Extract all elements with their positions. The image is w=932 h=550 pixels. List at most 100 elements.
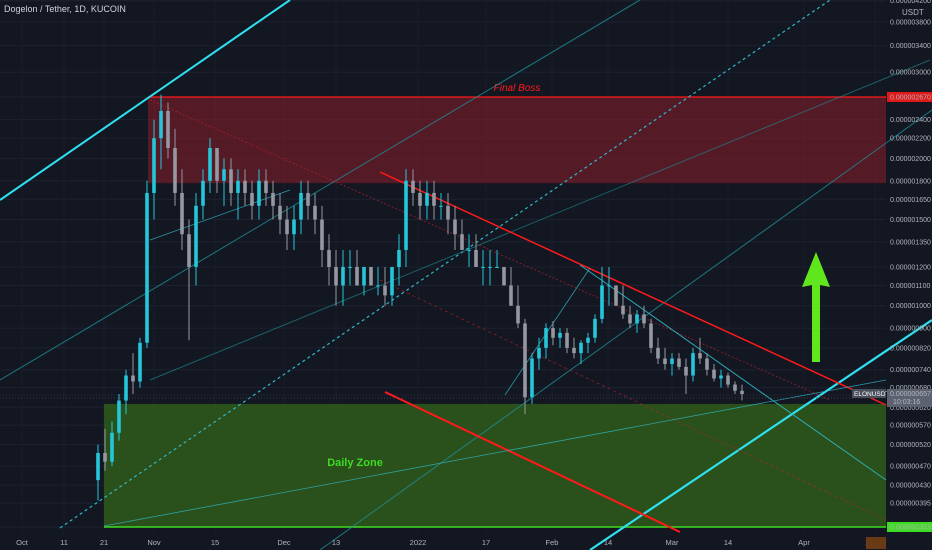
candle-body <box>698 353 702 359</box>
date-highlight-bg <box>866 537 886 549</box>
x-tick-label: 2022 <box>410 538 427 547</box>
candle-body <box>509 285 513 306</box>
currency-label: USDT <box>902 8 924 17</box>
candles-layer <box>96 94 744 501</box>
final-boss-price-bg <box>887 92 932 102</box>
y-tick-label: 0.000000430 <box>890 483 931 490</box>
candle-body <box>138 342 142 382</box>
x-tick-label: 13 <box>332 538 340 547</box>
candle-body <box>502 266 506 286</box>
candle-body <box>488 266 492 268</box>
candle-body <box>173 148 177 193</box>
channel-lower-right-line <box>589 319 932 550</box>
candle-body <box>656 347 660 359</box>
x-tick-label: 21 <box>100 538 108 547</box>
candle-body <box>285 219 289 235</box>
final-boss-price-label: 0.000002670 <box>890 95 931 102</box>
last-price-label: 0.000000657 <box>890 391 931 398</box>
candle-body <box>600 285 604 319</box>
local-cyan-line <box>149 189 291 241</box>
lower-red-trendline <box>384 391 681 533</box>
symbol-tag-bg <box>852 388 886 398</box>
daily-zone-price-label: 0.000000353 <box>890 525 931 532</box>
candle-body <box>215 148 219 181</box>
candle-body <box>264 180 268 193</box>
y-tick-label: 0.000001650 <box>890 197 931 204</box>
candle-body <box>341 266 345 286</box>
candle-body <box>362 266 366 286</box>
candle-body <box>131 375 135 382</box>
candle-body <box>446 205 450 220</box>
y-tick-label: 0.000000900 <box>890 326 931 333</box>
candle-body <box>166 110 170 149</box>
daily-zone-price-bg <box>887 522 932 532</box>
candle-body <box>705 358 709 370</box>
x-tick-label: Oct <box>16 538 29 547</box>
up-arrow-icon <box>802 252 830 362</box>
candle-body <box>712 369 716 379</box>
x-tick-label: Apr <box>798 538 810 547</box>
candle-body <box>334 266 338 286</box>
candle-body <box>593 318 597 338</box>
y-tick-label: 0.000003000 <box>890 70 931 77</box>
candle-body <box>467 249 471 251</box>
candle-body <box>327 249 331 267</box>
candle-body <box>523 323 527 398</box>
candle-body <box>649 323 653 348</box>
candle-body <box>271 192 275 206</box>
candle-body <box>691 353 695 376</box>
candle-body <box>194 205 198 267</box>
candle-body <box>677 358 681 367</box>
y-tick-label: 0.000000395 <box>890 501 931 508</box>
candle-body <box>474 249 478 267</box>
symbol-header: Dogelon / Tether, 1D, KUCOIN <box>4 4 126 14</box>
candle-body <box>397 249 401 267</box>
y-tick-label: 0.000003400 <box>890 43 931 50</box>
candle-body <box>726 375 730 385</box>
candle-body <box>418 192 422 206</box>
candle-body <box>544 328 548 348</box>
x-tick-label: Mar <box>666 538 679 547</box>
candle-body <box>404 180 408 250</box>
candle-body <box>663 358 667 365</box>
candle-body <box>516 305 520 324</box>
candle-body <box>124 375 128 401</box>
candle-body <box>635 314 639 324</box>
x-tick-label: 17 <box>482 538 490 547</box>
x-tick-label: Nov <box>147 538 161 547</box>
candle-body <box>481 266 485 268</box>
x-tick-label: Feb <box>546 538 559 547</box>
candle-body <box>201 180 205 206</box>
y-tick-label: 0.000003800 <box>890 19 931 26</box>
y-tick-label: 0.000002000 <box>890 156 931 163</box>
y-tick-label: 0.000001500 <box>890 217 931 224</box>
candle-body <box>740 390 744 395</box>
final-boss-zone <box>148 97 886 184</box>
candle-body <box>530 358 534 398</box>
candle-body <box>670 358 674 365</box>
y-tick-label: 0.000001100 <box>890 283 930 290</box>
time-axis[interactable]: Oct1121Nov15Dec13202217Feb14Mar14Apr20 A… <box>16 537 886 549</box>
candle-body <box>96 453 100 481</box>
channel-long-line <box>149 59 931 381</box>
candle-body <box>719 375 723 379</box>
price-axis[interactable]: 0.000004200 0.000003800 0.000003400 0.00000… <box>887 0 932 532</box>
candle-body <box>390 266 394 296</box>
y-tick-label: 0.000000680 <box>890 385 931 392</box>
candle-body <box>257 180 261 206</box>
candle-body <box>453 219 457 235</box>
candle-body <box>243 180 247 193</box>
candle-body <box>607 285 611 287</box>
y-tick-label: 0.000000470 <box>890 464 931 471</box>
candle-body <box>117 400 121 433</box>
channel-upper-left-line <box>0 0 291 201</box>
falling-cyan-line <box>579 264 887 481</box>
x-tick-label: 15 <box>211 538 219 547</box>
candle-body <box>152 138 156 193</box>
candle-body <box>642 314 646 324</box>
countdown-label: 10:03:16 <box>893 399 920 406</box>
candle-body <box>145 192 149 343</box>
candle-body <box>180 192 184 235</box>
candle-body <box>432 192 436 206</box>
